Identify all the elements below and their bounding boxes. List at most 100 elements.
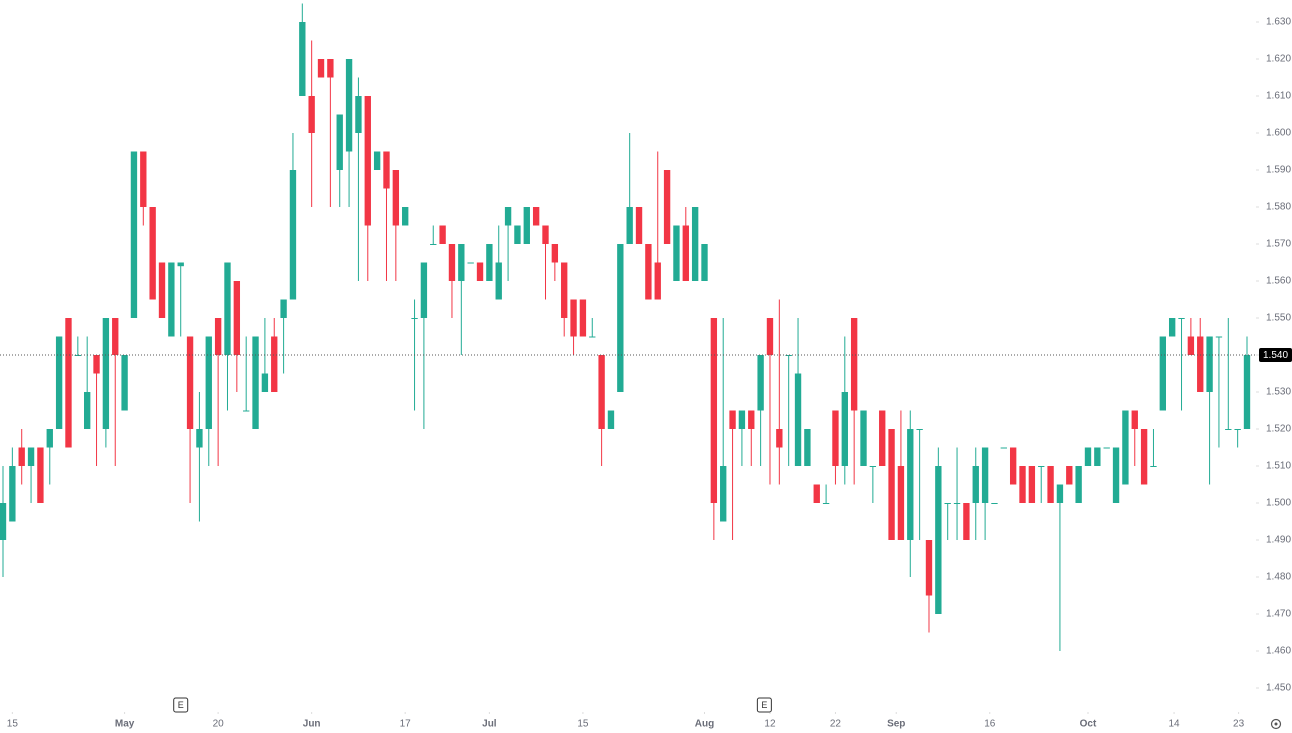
candle-body bbox=[710, 318, 718, 503]
candle-body bbox=[27, 447, 35, 466]
candle bbox=[102, 318, 110, 448]
candle bbox=[514, 225, 521, 244]
candle bbox=[579, 299, 587, 337]
candle-body bbox=[1206, 336, 1213, 392]
candle bbox=[495, 225, 502, 300]
candle bbox=[448, 244, 456, 318]
candle-body bbox=[1215, 336, 1223, 338]
candle bbox=[486, 244, 493, 281]
candle bbox=[729, 410, 736, 540]
candle-body bbox=[448, 244, 456, 281]
candle-body bbox=[504, 207, 512, 226]
candle-body bbox=[598, 355, 605, 429]
candle-body bbox=[1075, 466, 1082, 503]
candle bbox=[850, 318, 858, 485]
candle bbox=[813, 484, 820, 503]
candle-body bbox=[1243, 355, 1251, 429]
candle-body bbox=[944, 503, 951, 504]
candle-body bbox=[1197, 336, 1204, 392]
x-tick-label: Oct bbox=[1080, 719, 1097, 730]
candle-body bbox=[495, 262, 502, 300]
y-tick-label: 1.580 bbox=[1266, 202, 1291, 213]
candle-body bbox=[430, 244, 437, 245]
candle bbox=[1178, 318, 1185, 411]
candle bbox=[701, 244, 708, 281]
x-tick-label: 16 bbox=[984, 719, 996, 730]
candle bbox=[972, 447, 979, 540]
candle bbox=[822, 484, 830, 504]
candle-body bbox=[682, 225, 689, 281]
candle-body bbox=[963, 503, 970, 540]
y-tick-label: 1.500 bbox=[1266, 498, 1291, 509]
candle-body bbox=[402, 207, 409, 226]
candle-body bbox=[18, 447, 25, 466]
x-tick-label: Sep bbox=[887, 719, 905, 730]
candle bbox=[476, 262, 484, 281]
candle bbox=[308, 40, 315, 207]
candle bbox=[74, 336, 82, 356]
candle bbox=[645, 244, 652, 300]
candle bbox=[1000, 447, 1007, 449]
candle-body bbox=[663, 170, 671, 244]
candle bbox=[879, 410, 886, 466]
candle bbox=[93, 355, 100, 466]
candle-body bbox=[243, 410, 250, 412]
candle-body bbox=[1178, 318, 1185, 319]
candle-body bbox=[1112, 447, 1120, 503]
candle bbox=[1066, 466, 1073, 485]
candle-body bbox=[261, 373, 269, 392]
candle bbox=[804, 429, 811, 466]
candle bbox=[177, 262, 184, 337]
candle bbox=[271, 318, 278, 392]
x-tick-label: 14 bbox=[1168, 719, 1180, 730]
candle bbox=[888, 429, 895, 540]
candle-body bbox=[55, 336, 63, 429]
candle-body bbox=[1103, 447, 1110, 449]
y-tick-label: 1.610 bbox=[1266, 91, 1291, 102]
candle-body bbox=[289, 170, 297, 300]
candle-body bbox=[214, 318, 222, 355]
candle bbox=[168, 262, 175, 337]
candle-body bbox=[991, 503, 998, 504]
candle bbox=[654, 151, 661, 300]
candle-body bbox=[701, 244, 708, 281]
candle-body bbox=[1038, 466, 1045, 467]
candle-body bbox=[65, 318, 72, 448]
candle-body bbox=[850, 318, 858, 411]
candle-body bbox=[1225, 429, 1232, 430]
candle-body bbox=[458, 244, 465, 281]
candle-body bbox=[196, 429, 203, 448]
candle-body bbox=[93, 355, 100, 374]
candle-body bbox=[1187, 336, 1195, 355]
settings-icon[interactable] bbox=[1270, 718, 1282, 730]
candle-body bbox=[607, 410, 615, 429]
candle-body bbox=[121, 355, 128, 411]
candle-body bbox=[776, 429, 783, 448]
candle bbox=[336, 114, 343, 207]
candle-body bbox=[1084, 447, 1092, 466]
candle bbox=[46, 429, 53, 485]
y-tick-label: 1.530 bbox=[1266, 387, 1291, 398]
y-tick-label: 1.560 bbox=[1266, 276, 1291, 287]
candle bbox=[430, 225, 437, 245]
candle-body bbox=[392, 170, 400, 226]
candle bbox=[607, 410, 615, 429]
candle-body bbox=[981, 447, 989, 503]
candle bbox=[65, 318, 72, 448]
candle bbox=[504, 207, 512, 281]
candle-body bbox=[589, 336, 596, 338]
candle bbox=[1131, 410, 1138, 466]
candle-body bbox=[561, 262, 568, 318]
candle-body bbox=[373, 151, 381, 170]
candle-body bbox=[158, 262, 166, 318]
candle-body bbox=[907, 429, 914, 540]
candle-body bbox=[523, 207, 530, 244]
candle-body bbox=[953, 503, 961, 504]
candle-body bbox=[84, 392, 91, 429]
candle bbox=[748, 410, 755, 466]
candle bbox=[1150, 429, 1157, 467]
candle bbox=[1075, 466, 1082, 503]
candle-body bbox=[1066, 466, 1073, 485]
candle bbox=[37, 447, 44, 503]
